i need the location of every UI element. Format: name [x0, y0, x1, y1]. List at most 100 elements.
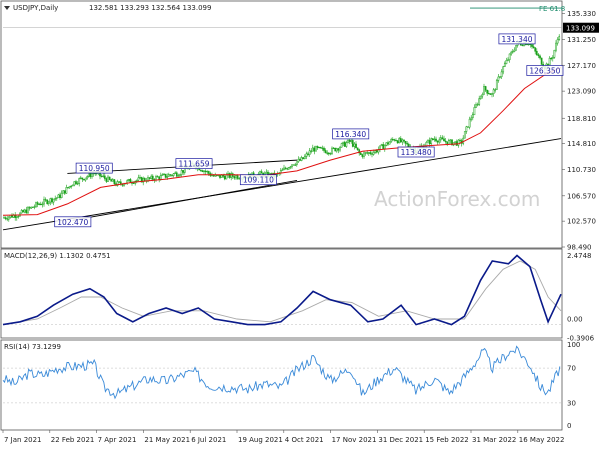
candle-body	[537, 54, 540, 57]
candle	[470, 115, 473, 122]
candle	[86, 175, 89, 180]
candle-body	[510, 51, 513, 55]
candle	[555, 40, 557, 53]
candle	[235, 174, 237, 180]
candle	[339, 146, 341, 153]
candle	[295, 161, 298, 167]
candle-body	[387, 142, 389, 145]
candle	[3, 215, 5, 219]
candle-body	[67, 187, 69, 189]
candle	[391, 137, 394, 142]
price-axis-label: 114.810	[567, 140, 596, 148]
price-label: 113.480	[397, 146, 435, 158]
candle	[444, 138, 447, 144]
candle	[550, 57, 553, 61]
candle	[398, 137, 401, 144]
candle	[111, 178, 114, 182]
candle	[462, 135, 465, 146]
ema-line	[2, 67, 562, 216]
candle-body	[391, 139, 394, 141]
candle-body	[150, 175, 153, 179]
candle-body	[340, 143, 343, 148]
candle-body	[555, 42, 557, 51]
candle-body	[492, 89, 495, 94]
candle-body	[473, 107, 476, 116]
candle-body	[220, 174, 223, 178]
candle-body	[374, 150, 377, 153]
candle-body	[353, 143, 356, 147]
candle-body	[547, 63, 549, 66]
candle-body	[175, 172, 178, 177]
candle-body	[446, 141, 449, 145]
candle	[495, 78, 498, 90]
candle-body	[4, 217, 7, 219]
candle-body	[404, 140, 407, 144]
candle	[156, 175, 159, 178]
candle-body	[47, 201, 50, 204]
candle-body	[495, 80, 498, 90]
candle-body	[323, 147, 325, 151]
candle	[175, 171, 178, 178]
candle-body	[108, 176, 111, 180]
candle	[436, 140, 439, 145]
candle	[439, 135, 442, 143]
candle-body	[371, 153, 373, 155]
candle-body	[531, 44, 533, 47]
candle-body	[375, 150, 378, 153]
price-label: 111.659	[175, 158, 213, 169]
candle	[427, 139, 429, 143]
candle-body	[52, 198, 55, 203]
price-axis-label: 106.570	[567, 192, 596, 200]
candle	[481, 92, 484, 99]
candle	[260, 169, 263, 174]
candle-body	[171, 174, 173, 176]
candle	[54, 195, 57, 201]
candle	[127, 178, 130, 182]
candle	[102, 173, 105, 178]
candle-body	[487, 93, 490, 95]
candle-body	[308, 150, 311, 155]
candle	[59, 192, 61, 200]
candle-body	[513, 49, 516, 52]
candle-body	[558, 36, 561, 40]
time-axis-label: 19 Aug 2021	[238, 436, 283, 444]
candle	[478, 95, 481, 106]
candle-body	[70, 185, 73, 187]
candle	[321, 145, 324, 151]
candle-body	[462, 137, 465, 144]
candle	[20, 209, 23, 214]
candle-body	[467, 126, 469, 128]
candle-body	[431, 138, 434, 141]
candle-body	[49, 198, 52, 203]
rsi-axis-label: 70	[567, 365, 576, 373]
candle-body	[499, 76, 501, 78]
candle	[73, 181, 76, 187]
candle	[116, 179, 119, 187]
candle-body	[471, 114, 474, 119]
candle-body	[399, 138, 402, 143]
candle-body	[383, 144, 386, 150]
candle-body	[103, 175, 106, 179]
candle-body	[219, 174, 221, 178]
candle	[534, 47, 537, 55]
candle	[393, 138, 396, 142]
candle	[435, 136, 437, 143]
time-axis-label: 6 Jul 2021	[191, 436, 226, 444]
price-label: 126.350	[526, 65, 564, 76]
candle-body	[439, 137, 442, 141]
candle-body	[65, 187, 68, 194]
candle-body	[465, 126, 468, 132]
candle-body	[38, 203, 41, 205]
rsi-line	[2, 345, 561, 400]
price-axis-label: 131.250	[567, 36, 596, 44]
candle	[65, 184, 68, 194]
candle-body	[454, 141, 457, 143]
candle-body	[337, 148, 340, 151]
candle	[286, 167, 289, 171]
candle-body	[327, 152, 330, 155]
candle-body	[321, 147, 324, 149]
candle	[25, 206, 28, 214]
candle-body	[212, 175, 215, 177]
candle-body	[315, 146, 317, 152]
candle	[443, 135, 445, 142]
